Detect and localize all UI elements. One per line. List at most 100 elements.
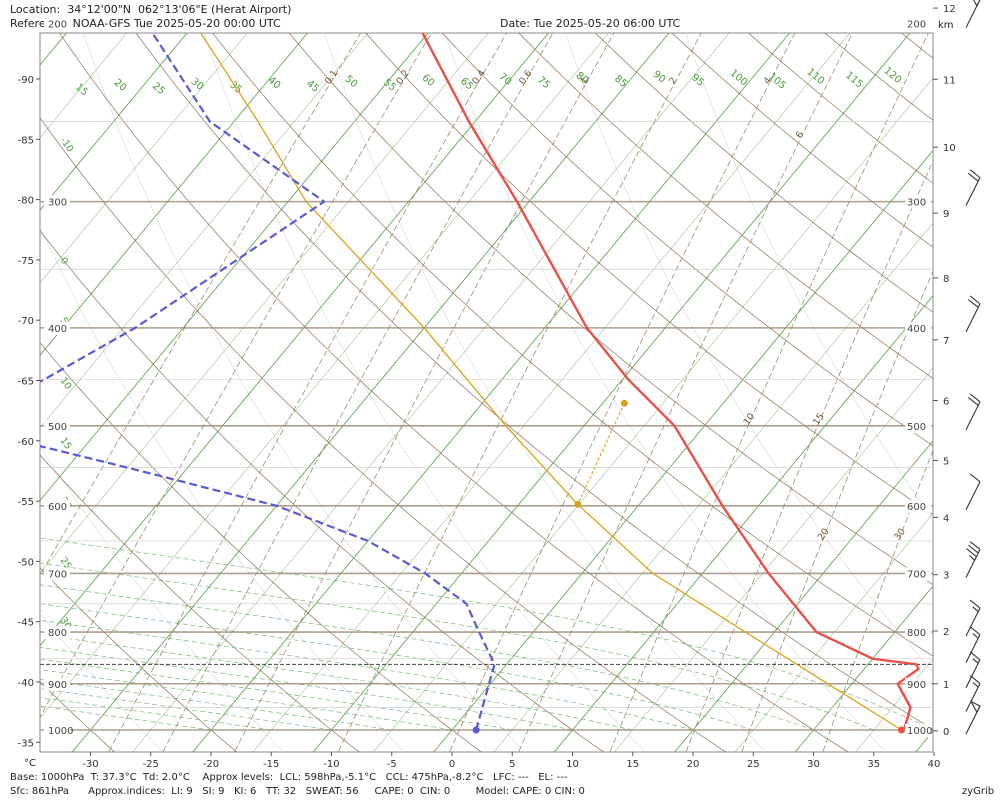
isotherm-line <box>40 33 248 284</box>
wind-barb-flag <box>968 299 979 308</box>
isotherm-line <box>976 33 1000 752</box>
pressure-label: 600 <box>907 502 926 513</box>
wind-barb-flag <box>966 548 977 558</box>
isotherm-line <box>40 33 308 357</box>
label-backdrop <box>905 195 931 209</box>
height-km-label: 3 <box>943 571 949 582</box>
dry-adiabat-line <box>518 33 933 379</box>
wind-barb-flag <box>969 541 981 550</box>
wind-barb-staff <box>965 549 981 578</box>
location-text: Location: 34°12'00"N 062°13'06"E (Herat … <box>10 3 292 16</box>
wind-barb-staff <box>965 401 981 431</box>
left-scale-label: -70 <box>18 316 34 327</box>
isotherm-line <box>0 33 6 752</box>
wind-barb-half-flag <box>972 658 979 664</box>
mixing-ratio-line <box>162 33 554 752</box>
left-scale-label: -60 <box>18 437 34 448</box>
height-km-label: 11 <box>943 75 956 86</box>
wind-barb-staff <box>965 683 981 712</box>
lcl-marker <box>574 500 582 508</box>
pressure-label: 700 <box>907 569 926 580</box>
height-km-label: 10 <box>943 143 956 154</box>
wind-barb-flag <box>969 295 981 305</box>
wind-barb-flag <box>969 599 981 609</box>
mixing-ratio-line <box>609 33 929 752</box>
wind-barb <box>965 169 981 206</box>
unit-km-label: km <box>938 20 954 31</box>
mixing-ratio-line <box>338 33 702 752</box>
pressure-label: 200 <box>907 20 926 31</box>
label-backdrop <box>905 499 931 513</box>
label-backdrop <box>905 567 931 581</box>
pressure-label: 300 <box>48 198 67 209</box>
isotherm-line <box>40 33 368 429</box>
left-scale-label: -80 <box>18 196 34 207</box>
dry-adiabat-line <box>365 33 933 515</box>
label-backdrop <box>44 195 70 209</box>
label-backdrop <box>44 419 70 433</box>
height-km-label: 5 <box>943 456 949 467</box>
grid-line <box>685 33 933 521</box>
mixing-ratio-label: 6 <box>794 129 806 140</box>
moist-adiabat-label: 0 <box>58 255 70 266</box>
pressure-label: 500 <box>907 422 926 433</box>
pressure-label: 800 <box>907 628 926 639</box>
x-tick-label: -5 <box>387 759 397 770</box>
dry-adiabat-line <box>973 29 1000 752</box>
height-km-label: 1 <box>943 680 949 691</box>
wind-barb-half-flag <box>972 681 979 688</box>
wind-barb-half-flag <box>968 555 975 561</box>
parcel-ccl-path <box>577 403 625 505</box>
dry-adiabat-line <box>594 33 933 313</box>
wind-barb <box>965 393 981 431</box>
label-backdrop <box>44 17 70 31</box>
pressure-label: 900 <box>48 680 67 691</box>
mixing-ratio-line <box>685 159 933 752</box>
wind-barb <box>965 295 981 333</box>
left-scale-label: -65 <box>18 377 34 388</box>
brand-label: zyGrib <box>962 786 995 797</box>
mixing-ratio-line <box>518 33 853 752</box>
left-scale-label: -50 <box>18 557 34 568</box>
label-backdrop <box>44 321 70 335</box>
wind-barb <box>965 651 981 689</box>
isotherm-line <box>40 33 489 574</box>
x-tick-label: -10 <box>323 759 339 770</box>
left-scale-label: -55 <box>18 497 34 508</box>
pressure-label: 400 <box>907 324 926 335</box>
height-km-label: 7 <box>943 336 949 347</box>
x-tick-label: 30 <box>807 759 820 770</box>
isotherm-line <box>40 33 188 211</box>
moist-adiabat-line <box>40 658 513 731</box>
x-tick-label: 15 <box>626 759 639 770</box>
valid-date-text: Date: Tue 2025-05-20 06:00 UTC <box>500 17 681 30</box>
wind-barb-pennant <box>973 0 981 8</box>
height-km-label: 4 <box>943 513 949 524</box>
x-tick-label: 10 <box>566 759 579 770</box>
wind-barb-half-flag <box>972 633 979 639</box>
dry-adiabat-line <box>747 33 933 184</box>
wind-barb <box>965 473 981 511</box>
wind-barb-flag <box>968 397 979 406</box>
pressure-label: 1000 <box>907 726 932 737</box>
wind-barb <box>965 626 981 663</box>
height-km-label: 2 <box>943 627 949 638</box>
x-tick-label: -30 <box>82 759 98 770</box>
pressure-label: 300 <box>907 198 926 209</box>
moist-adiabat-label: 5 <box>58 315 70 326</box>
mixing-ratio-line <box>40 33 362 576</box>
isotherm-line <box>40 33 429 502</box>
wind-barb-half-flag <box>972 606 979 613</box>
wind-barb <box>965 541 981 578</box>
wind-barb-staff <box>965 607 981 637</box>
moist-adiabat-line <box>40 647 573 731</box>
mixing-ratio-line <box>234 33 615 752</box>
label-backdrop <box>44 626 70 640</box>
label-backdrop <box>905 17 931 31</box>
mixing-ratio-label: 1 <box>579 75 591 86</box>
wind-barb-staff <box>965 634 981 663</box>
mixing-ratio-label: 4 <box>762 75 774 86</box>
label-backdrop <box>905 677 931 691</box>
x-tick-label: 5 <box>509 759 515 770</box>
